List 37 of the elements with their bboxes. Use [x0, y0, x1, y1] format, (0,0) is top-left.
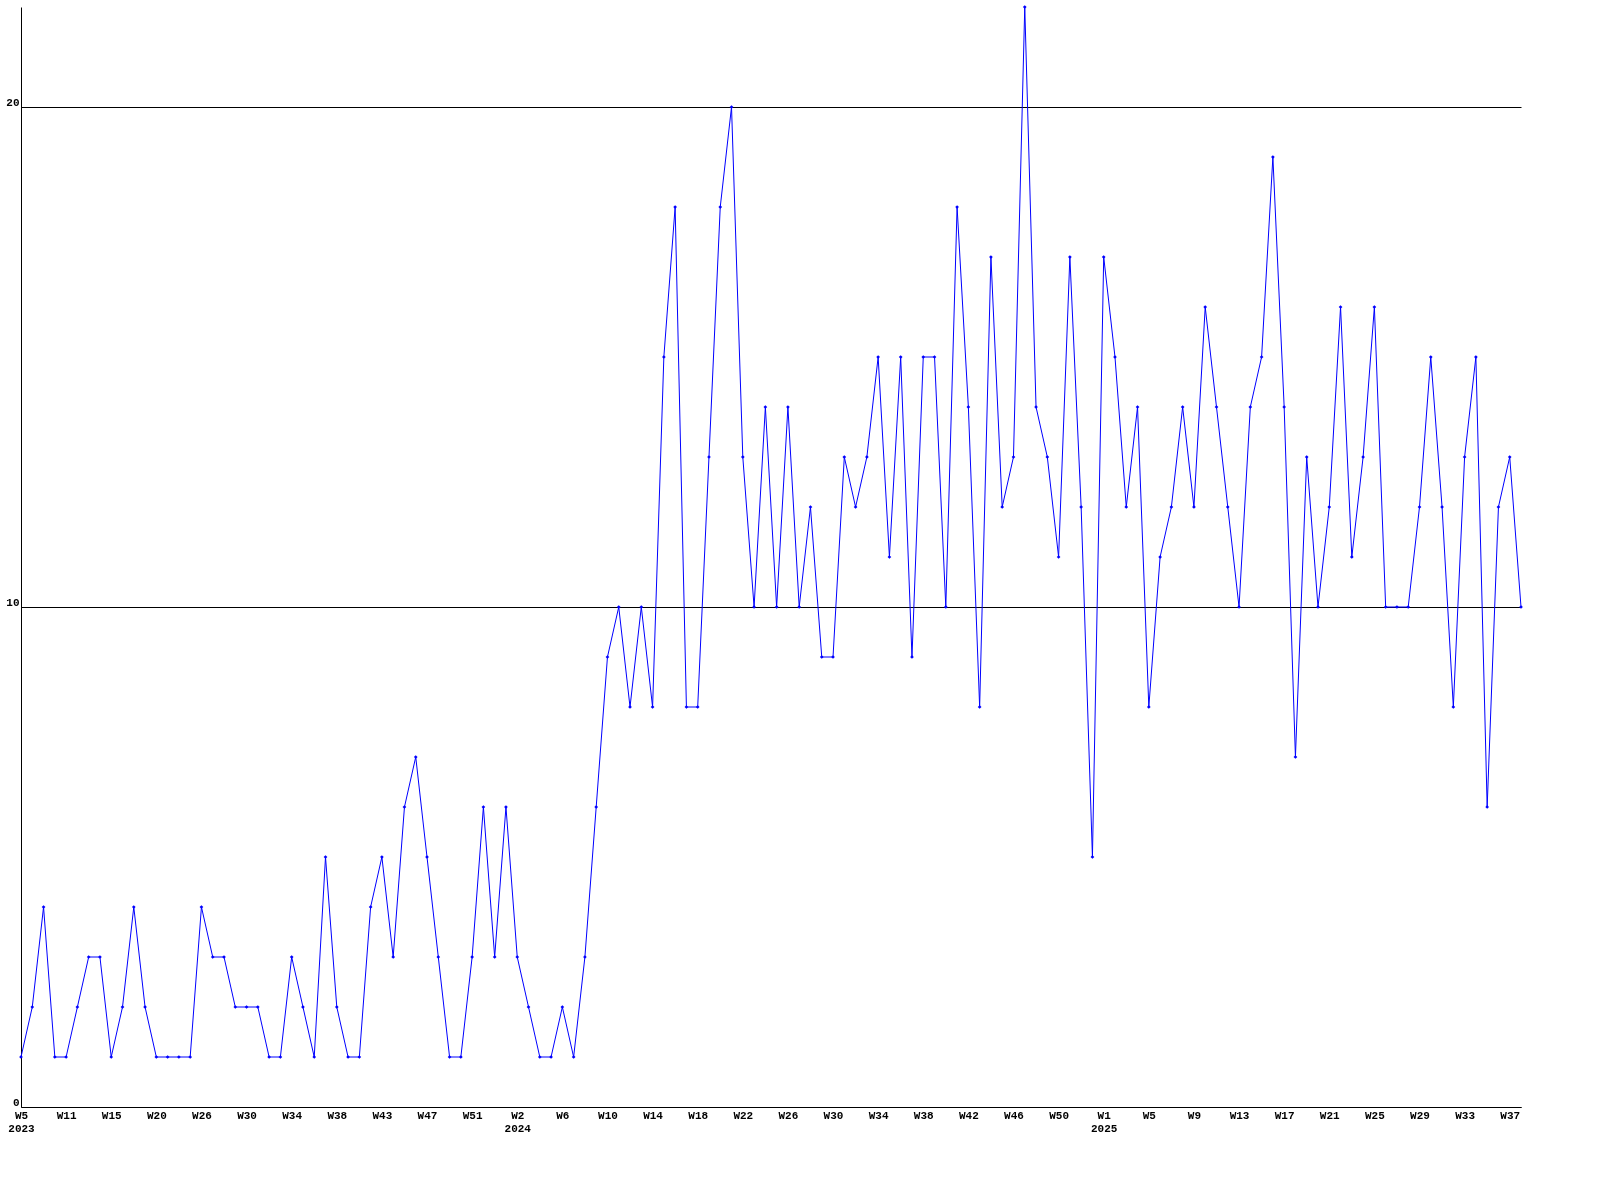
x-tick-label: W29	[1410, 1109, 1430, 1122]
x-tick-label: W33	[1455, 1109, 1476, 1122]
x-tick-label: W9	[1187, 1109, 1202, 1122]
x-tick-label: W46	[1004, 1109, 1024, 1122]
x-tick-label: W38	[913, 1109, 935, 1122]
x-tick-label: W6	[556, 1109, 570, 1122]
x-tick-label: W30	[823, 1109, 844, 1122]
x-tick-label: W43	[372, 1109, 393, 1122]
x-tick-label: W20	[146, 1109, 167, 1122]
x-tick-label: W30	[237, 1109, 257, 1122]
x-tick-label: W2 2024	[504, 1109, 532, 1135]
x-tick-label: W21	[1319, 1109, 1341, 1122]
y-tick-label: 10	[6, 596, 20, 609]
x-tick-label: W17	[1274, 1109, 1295, 1122]
x-tick-label: W15	[101, 1109, 123, 1122]
x-tick-label: W1 2025	[1091, 1109, 1118, 1135]
x-tick-label: W13	[1229, 1109, 1250, 1122]
y-tick-label: 20	[6, 96, 20, 109]
x-tick-label: W37	[1500, 1109, 1521, 1122]
x-tick-label: W25	[1364, 1109, 1386, 1122]
x-tick-label: W26	[778, 1109, 799, 1122]
x-tick-label: W26	[192, 1109, 212, 1122]
x-tick-label: W51	[462, 1109, 483, 1122]
x-tick-label: W10	[598, 1109, 618, 1122]
x-tick-label: W18	[688, 1109, 709, 1122]
x-tick-label: W34	[282, 1109, 303, 1122]
x-tick-label: W14	[643, 1109, 664, 1122]
x-tick-label: W34	[868, 1109, 889, 1122]
x-tick-label: W22	[733, 1109, 754, 1122]
x-tick-label: W47	[417, 1109, 438, 1122]
x-tick-label: W11	[56, 1109, 77, 1122]
x-tick-label: W42	[958, 1109, 979, 1122]
y-tick-label: 0	[12, 1096, 20, 1109]
x-tick-label: W5 2023	[8, 1109, 36, 1135]
x-tick-label: W5	[1142, 1109, 1157, 1122]
x-tick-label: W50	[1049, 1109, 1069, 1122]
x-tick-label: W38	[327, 1109, 348, 1122]
